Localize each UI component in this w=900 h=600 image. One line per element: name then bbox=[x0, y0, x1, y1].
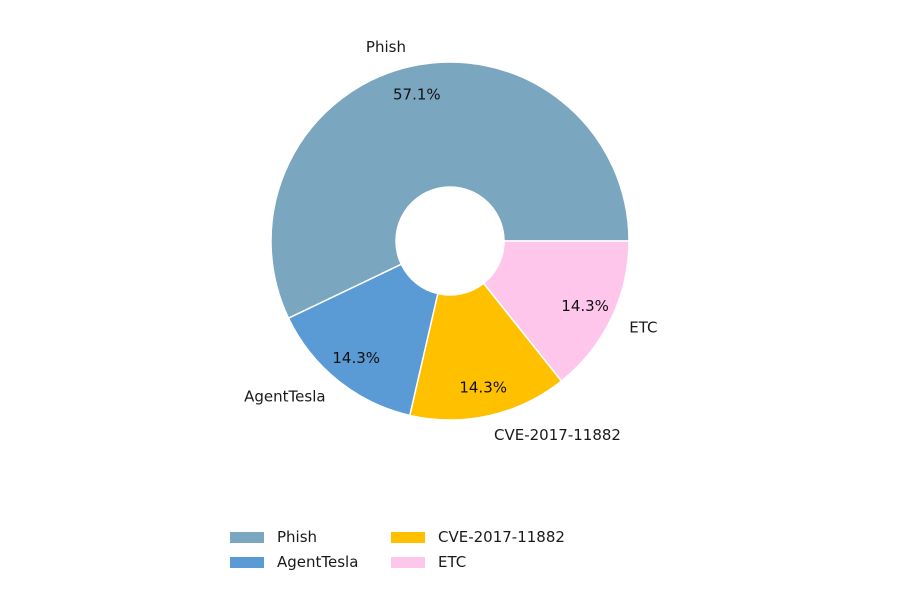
category-label-etc: ETC bbox=[629, 318, 657, 336]
slices-group bbox=[270, 61, 630, 421]
slice-agenttesla bbox=[287, 263, 439, 417]
slice-cve-2017-11882 bbox=[408, 282, 563, 421]
category-label-agenttesla: AgentTesla bbox=[244, 387, 325, 405]
legend-label-agenttesla: AgentTesla bbox=[277, 553, 358, 571]
legend-label-phish: Phish bbox=[277, 528, 317, 546]
slice-etc bbox=[482, 240, 630, 383]
legend-label-cve-2017-11882: CVE-2017-11882 bbox=[438, 528, 565, 546]
pct-label-agenttesla: 14.3% bbox=[332, 349, 380, 367]
pct-label-etc: 14.3% bbox=[561, 297, 609, 315]
legend-label-etc: ETC bbox=[438, 553, 466, 571]
legend-swatch-phish bbox=[230, 532, 264, 543]
legend-swatch-agenttesla bbox=[230, 557, 264, 568]
category-label-phish: Phish bbox=[366, 38, 406, 56]
category-label-cve-2017-11882: CVE-2017-11882 bbox=[494, 426, 621, 444]
pct-label-cve-2017-11882: 14.3% bbox=[459, 378, 507, 396]
legend: Phish AgentTesla CVE-2017-11882 ETC bbox=[230, 528, 565, 571]
labels-group: 57.1% Phish 14.3% AgentTesla 14.3% CVE-2017-1… bbox=[244, 38, 657, 444]
slice-phish bbox=[270, 61, 630, 320]
legend-swatch-cve-2017-11882 bbox=[391, 532, 425, 543]
pct-label-phish: 57.1% bbox=[393, 86, 441, 104]
legend-swatch-etc bbox=[391, 557, 425, 568]
